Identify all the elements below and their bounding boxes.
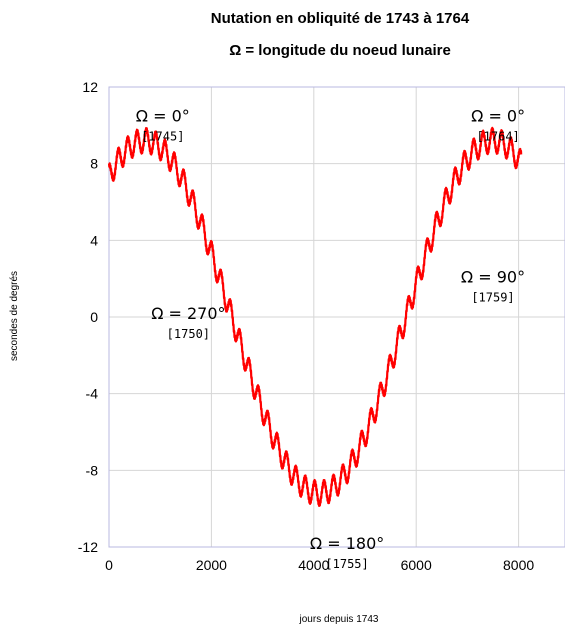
plot-frame [108,86,565,548]
x-tick-label: 6000 [401,557,432,573]
y-tick-label: -8 [86,462,99,478]
y-tick-label: -4 [86,386,99,402]
y-tick-label: 12 [82,79,98,95]
series-group [107,126,523,507]
chart-subtitle: Ω = longitude du noeud lunaire [229,42,451,59]
annotation-label: Ω = 180° [310,534,384,553]
x-tick-label: 8000 [503,557,534,573]
annotation-label: Ω = 270° [151,304,225,323]
x-tick-label: 0 [105,557,113,573]
annotations: Ω = 0° [1745] Ω = 0° [1764] Ω = 270° [1750] Ω … [136,107,525,571]
annotation-year: [1764] [476,130,519,144]
annotation-label: Ω = 90° [461,268,525,287]
x-tick-label: 4000 [298,557,329,573]
chart-title: Nutation en obliquité de 1743 à 1764 [211,10,470,27]
annotation-year: [1745] [141,130,184,144]
annotation-year: [1759] [471,291,514,305]
x-axis-label: jours depuis 1743 [299,614,379,625]
y-tick-label: 4 [90,232,98,248]
y-axis-label: secondes de degrés [9,271,20,361]
y-tick-label: -12 [78,539,98,555]
tick-labels: 12 8 4 0 -4 -8 -12 0 2000 4000 6000 8000 [78,79,535,573]
y-tick-label: 8 [90,156,98,172]
annotation-year: [1750] [167,327,210,341]
annotation-year: [1755] [325,557,368,571]
annotation-label: Ω = 0° [471,107,525,126]
x-tick-label: 2000 [196,557,227,573]
series-line [107,126,523,507]
annotation-label: Ω = 0° [136,107,190,126]
y-tick-label: 0 [90,309,98,325]
grid-lines [108,86,565,548]
